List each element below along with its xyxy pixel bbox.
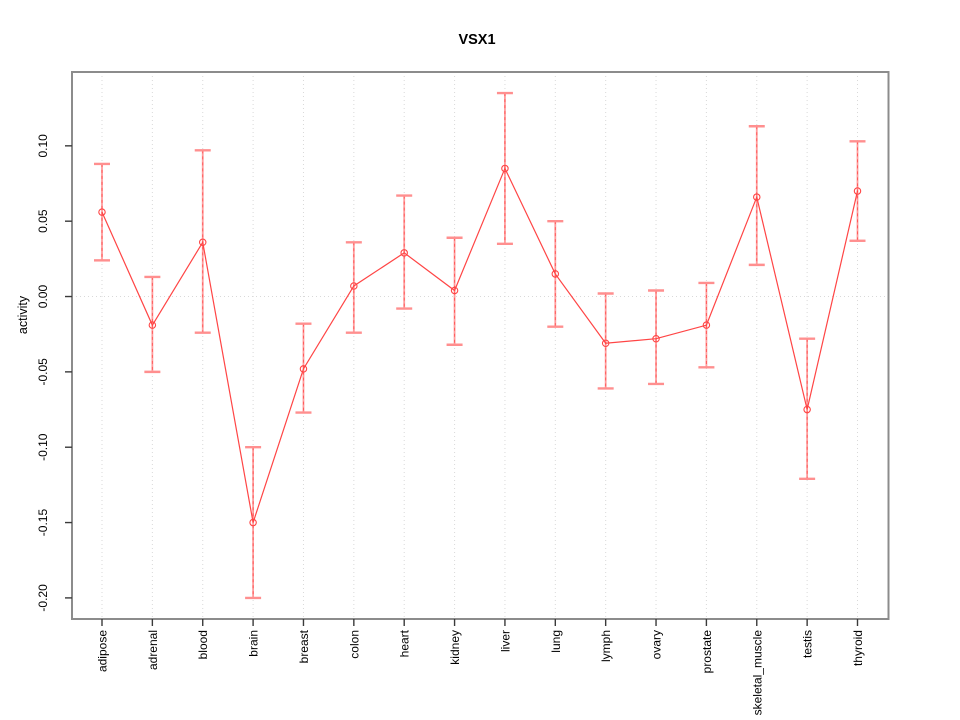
- x-tick-label: prostate: [700, 630, 714, 674]
- gridlines-layer: [72, 72, 889, 619]
- data-point: [753, 193, 761, 201]
- x-tick-label: lung: [549, 630, 563, 653]
- y-tick-label: -0.05: [36, 358, 50, 386]
- y-tick-label: 0.05: [36, 209, 50, 233]
- x-tick-label: blood: [196, 630, 210, 659]
- x-tick-label: kidney: [448, 630, 462, 665]
- chart-title: VSX1: [458, 32, 495, 48]
- x-tick-label: adipose: [96, 630, 110, 672]
- data-point: [853, 187, 862, 195]
- x-tick-label: ovary: [650, 630, 664, 659]
- y-tick-label: 0.00: [36, 285, 50, 309]
- axes-layer: [65, 71, 890, 626]
- data-point: [652, 334, 660, 343]
- error-bars-layer: [94, 91, 866, 600]
- series-layer: [98, 164, 862, 527]
- data-point: [400, 249, 408, 257]
- x-tick-label: liver: [498, 630, 512, 652]
- x-tick-label: skeletal_muscle: [750, 630, 764, 716]
- data-point: [702, 321, 711, 329]
- error-bar: [446, 236, 463, 346]
- x-tick-label: brain: [247, 630, 261, 657]
- data-point: [601, 339, 610, 347]
- data-point: [249, 518, 257, 527]
- series-line: [101, 166, 859, 523]
- y-axis-label: activity: [16, 295, 30, 334]
- y-tick-label: -0.15: [36, 509, 50, 537]
- data-point: [98, 208, 106, 216]
- y-tick-label: -0.20: [36, 584, 50, 612]
- error-bar: [94, 162, 110, 262]
- plot-box: [71, 71, 890, 620]
- x-tick-label: heart: [398, 629, 412, 657]
- data-point: [551, 270, 560, 278]
- x-tick-label: testis: [801, 630, 815, 658]
- error-bar: [648, 289, 665, 386]
- data-point: [803, 405, 811, 414]
- error-bar: [597, 292, 614, 390]
- y-tick-label: -0.10: [36, 433, 50, 461]
- x-tick-label: colon: [347, 630, 361, 659]
- error-bar: [345, 241, 362, 334]
- x-tick-label: lymph: [599, 630, 613, 662]
- data-point: [450, 286, 459, 295]
- x-tick-label: thyroid: [851, 630, 865, 666]
- error-bar: [396, 194, 413, 310]
- x-tick-label: adrenal: [146, 630, 160, 670]
- error-bar: [849, 140, 866, 242]
- data-point: [198, 238, 207, 247]
- data-point: [501, 164, 509, 173]
- data-point: [299, 365, 308, 373]
- x-tick-label: breast: [297, 629, 311, 663]
- data-point: [350, 282, 358, 290]
- data-point: [148, 321, 157, 329]
- tick-labels-layer: 0.10 0.05 0.00 -0.05 -0.10 -0.15 -0.20 adipose a…: [36, 134, 865, 716]
- y-tick-label: 0.10: [36, 134, 50, 158]
